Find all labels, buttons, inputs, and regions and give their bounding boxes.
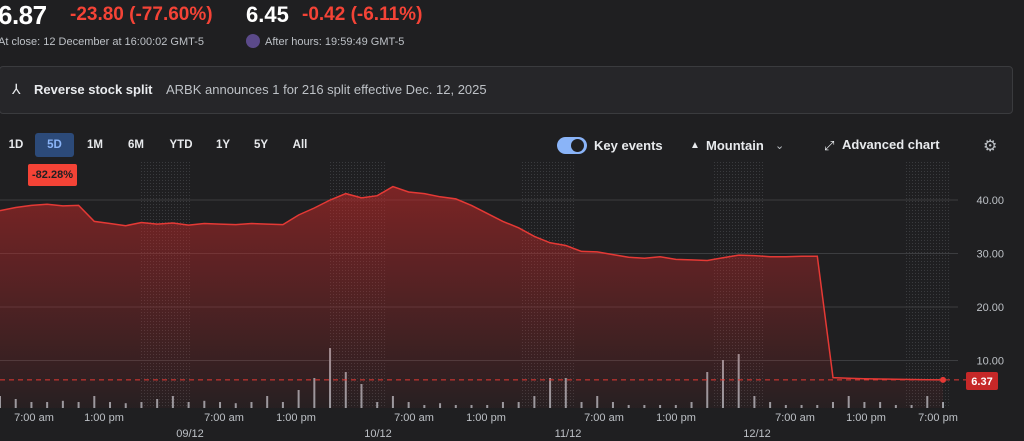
advanced-chart-button[interactable]: Advanced chart	[842, 137, 940, 152]
current-price-box	[966, 372, 998, 390]
tab-5d[interactable]: 5D	[35, 133, 74, 157]
moon-icon	[246, 34, 260, 48]
close-timestamp: At close: 12 December at 16:00:02 GMT-5	[0, 36, 205, 48]
x-tick-label: 1:00 pm	[656, 412, 696, 424]
current-price-label: 6.37	[971, 376, 992, 388]
price-change: -23.80 (-77.60%)	[70, 4, 213, 25]
tab-1d[interactable]: 1D	[8, 139, 24, 151]
price-line	[0, 185, 944, 381]
y-axis-labels: 40.00 30.00 20.00 10.00	[976, 195, 1004, 368]
date-label: 12/12	[743, 428, 771, 440]
date-label: 11/12	[555, 428, 582, 440]
tab-1y[interactable]: 1Y	[215, 139, 231, 151]
tab-1m[interactable]: 1M	[87, 139, 103, 151]
date-label: 10/12	[364, 428, 392, 440]
x-tick-label: 7:00 am	[775, 412, 815, 424]
x-axis-labels: 7:00 am 1:00 pm 7:00 am 1:00 pm 7:00 am 1:00 …	[14, 412, 958, 440]
tab-5y[interactable]: 5Y	[253, 139, 269, 151]
key-event-banner[interactable]: ⅄ Reverse stock split ARBK announces 1 f…	[0, 66, 1013, 114]
split-icon: ⅄	[12, 81, 21, 97]
gear-icon[interactable]: ⚙	[983, 138, 998, 155]
y-tick-label: 20.00	[976, 302, 1004, 314]
x-tick-label: 1:00 pm	[84, 412, 124, 424]
mountain-icon: ▲	[690, 140, 700, 151]
x-tick-label: 7:00 am	[204, 412, 244, 424]
x-tick-label: 1:00 pm	[276, 412, 316, 424]
banner-description: ARBK announces 1 for 216 split effective…	[166, 82, 487, 97]
x-tick-label: 1:00 pm	[466, 412, 506, 424]
tab-6m[interactable]: 6M	[128, 139, 144, 151]
tab-ytd[interactable]: YTD	[169, 139, 193, 151]
current-price: 6.87	[0, 0, 47, 30]
after-hours-change: -0.42 (-6.11%)	[302, 4, 423, 25]
expand-icon[interactable]: ⤢	[824, 138, 835, 153]
x-tick-label: 7:00 am	[394, 412, 434, 424]
chart-type-dropdown[interactable]: Mountain	[706, 138, 764, 153]
y-tick-label: 40.00	[976, 195, 1004, 207]
tab-all[interactable]: All	[292, 139, 308, 151]
x-tick-label: 1:00 pm	[846, 412, 886, 424]
x-tick-label: 7:00 am	[584, 412, 624, 424]
chevron-down-icon[interactable]: ⌄	[775, 140, 785, 152]
after-hours-price: 6.45	[246, 2, 289, 27]
last-price-dot	[940, 376, 946, 383]
banner-title: Reverse stock split	[34, 82, 153, 97]
y-tick-label: 10.00	[976, 356, 1004, 368]
date-label: 09/12	[176, 428, 204, 440]
extended-hours-band	[905, 162, 950, 408]
x-tick-label: 7:00 am	[14, 412, 54, 424]
key-events-label[interactable]: Key events	[594, 138, 663, 153]
price-area	[0, 186, 943, 408]
after-hours-timestamp: After hours: 19:59:49 GMT-5	[265, 36, 405, 48]
y-tick-label: 30.00	[976, 249, 1004, 261]
x-tick-label: 7:00 pm	[918, 412, 958, 424]
period-change-badge: -82.28%	[28, 164, 77, 186]
toggle-knob	[571, 139, 584, 152]
